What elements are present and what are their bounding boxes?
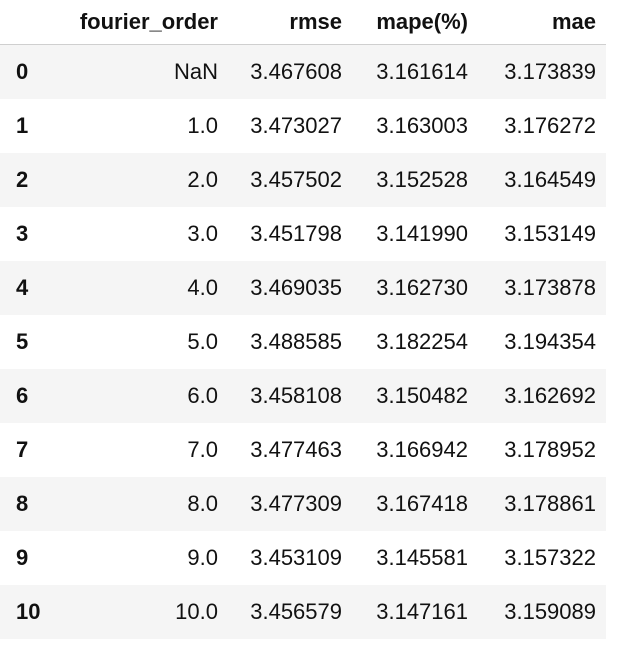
row-index: 7 xyxy=(16,437,29,462)
header-fourier-order: fourier_order xyxy=(58,0,228,45)
mape-cell: 3.162730 xyxy=(376,275,468,300)
mape-cell: 3.145581 xyxy=(376,545,468,570)
mape-cell: 3.147161 xyxy=(376,599,468,624)
table-row: 5 5.0 3.488585 3.182254 3.194354 xyxy=(0,315,606,369)
row-index: 9 xyxy=(16,545,29,570)
header-rmse: rmse xyxy=(228,0,352,45)
mae-cell: 3.162692 xyxy=(504,383,596,408)
mae-cell: 3.164549 xyxy=(504,167,596,192)
rmse-cell: 3.477463 xyxy=(250,437,342,462)
table-row: 2 2.0 3.457502 3.152528 3.164549 xyxy=(0,153,606,207)
table-row: 10 10.0 3.456579 3.147161 3.159089 xyxy=(0,585,606,639)
rmse-cell: 3.467608 xyxy=(250,59,342,84)
fourier-order-cell: NaN xyxy=(173,59,218,84)
table-row: 7 7.0 3.477463 3.166942 3.178952 xyxy=(0,423,606,477)
mae-cell: 3.159089 xyxy=(504,599,596,624)
mape-cell: 3.167418 xyxy=(376,491,468,516)
mae-cell: 3.173839 xyxy=(504,59,596,84)
mae-cell: 3.153149 xyxy=(504,221,596,246)
row-index: 3 xyxy=(16,221,29,246)
mape-cell: 3.163003 xyxy=(376,113,468,138)
header-row: fourier_order rmse mape(%) mae xyxy=(0,0,606,45)
rmse-cell: 3.453109 xyxy=(250,545,342,570)
mae-cell: 3.194354 xyxy=(504,329,596,354)
row-index: 1 xyxy=(16,113,29,138)
fourier-order-cell: 7.0 xyxy=(187,437,218,462)
rmse-cell: 3.456579 xyxy=(250,599,342,624)
row-index: 4 xyxy=(16,275,29,300)
fourier-order-cell: 2.0 xyxy=(187,167,218,192)
rmse-cell: 3.451798 xyxy=(250,221,342,246)
mape-cell: 3.150482 xyxy=(376,383,468,408)
table-row: 6 6.0 3.458108 3.150482 3.162692 xyxy=(0,369,606,423)
row-index: 8 xyxy=(16,491,29,516)
row-index: 6 xyxy=(16,383,29,408)
header-mae: mae xyxy=(478,0,606,45)
rmse-cell: 3.458108 xyxy=(250,383,342,408)
header-index xyxy=(0,0,58,45)
mae-cell: 3.178861 xyxy=(504,491,596,516)
row-index: 10 xyxy=(16,599,41,624)
row-index: 0 xyxy=(16,59,29,84)
mape-cell: 3.182254 xyxy=(376,329,468,354)
table-row: 9 9.0 3.453109 3.145581 3.157322 xyxy=(0,531,606,585)
fourier-order-cell: 5.0 xyxy=(187,329,218,354)
mape-cell: 3.166942 xyxy=(376,437,468,462)
fourier-order-cell: 10.0 xyxy=(175,599,218,624)
mape-cell: 3.141990 xyxy=(376,221,468,246)
table-row: 4 4.0 3.469035 3.162730 3.173878 xyxy=(0,261,606,315)
mae-cell: 3.173878 xyxy=(504,275,596,300)
results-table: fourier_order rmse mape(%) mae 0 NaN 3.4… xyxy=(0,0,606,639)
fourier-order-cell: 8.0 xyxy=(187,491,218,516)
table-row: 0 NaN 3.467608 3.161614 3.173839 xyxy=(0,44,606,99)
mae-cell: 3.178952 xyxy=(504,437,596,462)
table-header: fourier_order rmse mape(%) mae xyxy=(0,0,606,45)
mape-cell: 3.152528 xyxy=(376,167,468,192)
fourier-order-cell: 4.0 xyxy=(187,275,218,300)
table-row: 1 1.0 3.473027 3.163003 3.176272 xyxy=(0,99,606,153)
table-body: 0 NaN 3.467608 3.161614 3.173839 1 1.0 3… xyxy=(0,44,606,639)
rmse-cell: 3.488585 xyxy=(250,329,342,354)
rmse-cell: 3.457502 xyxy=(250,167,342,192)
rmse-cell: 3.477309 xyxy=(250,491,342,516)
row-index: 5 xyxy=(16,329,29,354)
fourier-order-cell: 6.0 xyxy=(187,383,218,408)
mae-cell: 3.157322 xyxy=(504,545,596,570)
fourier-order-cell: 1.0 xyxy=(187,113,218,138)
table-row: 3 3.0 3.451798 3.141990 3.153149 xyxy=(0,207,606,261)
mae-cell: 3.176272 xyxy=(504,113,596,138)
rmse-cell: 3.469035 xyxy=(250,275,342,300)
fourier-order-cell: 9.0 xyxy=(187,545,218,570)
rmse-cell: 3.473027 xyxy=(250,113,342,138)
fourier-order-cell: 3.0 xyxy=(187,221,218,246)
mape-cell: 3.161614 xyxy=(376,59,468,84)
table-row: 8 8.0 3.477309 3.167418 3.178861 xyxy=(0,477,606,531)
header-mape: mape(%) xyxy=(352,0,478,45)
row-index: 2 xyxy=(16,167,29,192)
